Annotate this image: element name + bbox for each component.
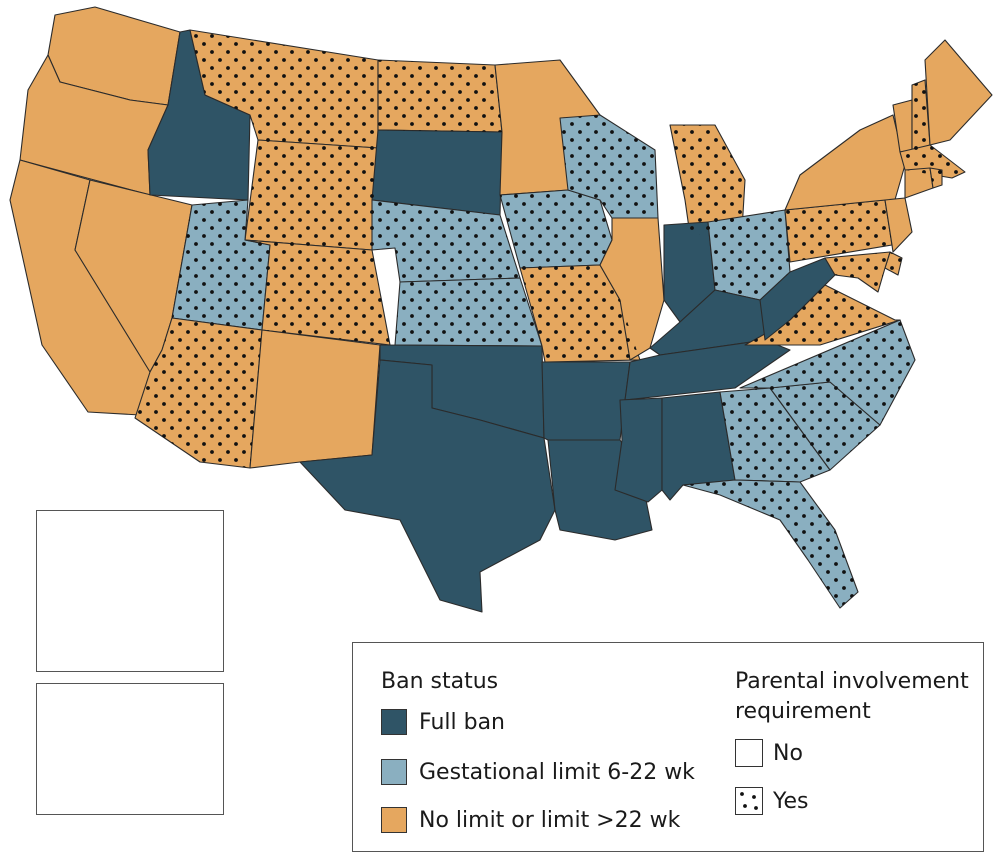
parental-title-line1: Parental involvement bbox=[735, 669, 969, 694]
state-IA bbox=[499, 189, 613, 269]
legend-item-gestational-limit: Gestational limit 6-22 wk bbox=[381, 759, 695, 785]
state-AR bbox=[541, 361, 631, 441]
no-limit-label: No limit or limit >22 wk bbox=[419, 807, 681, 833]
ban-status-title: Ban status bbox=[381, 669, 499, 694]
legend-item-no-limit: No limit or limit >22 wk bbox=[381, 807, 680, 833]
legend-item-parental-no: No bbox=[735, 739, 803, 767]
gestational-limit-swatch bbox=[381, 759, 407, 785]
parental-yes-label: Yes bbox=[773, 788, 809, 814]
state-WY bbox=[244, 139, 379, 251]
no-limit-swatch bbox=[381, 807, 407, 833]
state-FL bbox=[682, 479, 859, 609]
legend-item-full-ban: Full ban bbox=[381, 709, 505, 735]
full-ban-swatch bbox=[381, 709, 407, 735]
map-legend: Ban status Full ban Gestational limit 6-… bbox=[352, 642, 984, 852]
state-CT bbox=[904, 167, 934, 199]
parental-title-line2: requirement bbox=[735, 699, 871, 724]
state-MD bbox=[824, 251, 891, 293]
state-ME bbox=[924, 39, 993, 146]
state-KS bbox=[394, 277, 543, 347]
full-ban-label: Full ban bbox=[419, 709, 506, 735]
gestational-limit-label: Gestational limit 6-22 wk bbox=[419, 759, 695, 785]
state-ND bbox=[377, 59, 503, 133]
hawaii-inset bbox=[36, 683, 224, 815]
parental-no-swatch bbox=[735, 739, 763, 767]
legend-item-parental-yes: Yes bbox=[735, 787, 809, 815]
state-NM bbox=[249, 329, 381, 469]
state-PA bbox=[784, 199, 893, 263]
parental-title: Parental involvement requirement bbox=[735, 667, 969, 727]
parental-no-label: No bbox=[773, 740, 803, 766]
state-NY bbox=[784, 114, 906, 211]
alaska-inset bbox=[36, 510, 224, 672]
state-MS bbox=[614, 397, 663, 503]
parental-yes-swatch bbox=[735, 787, 763, 815]
